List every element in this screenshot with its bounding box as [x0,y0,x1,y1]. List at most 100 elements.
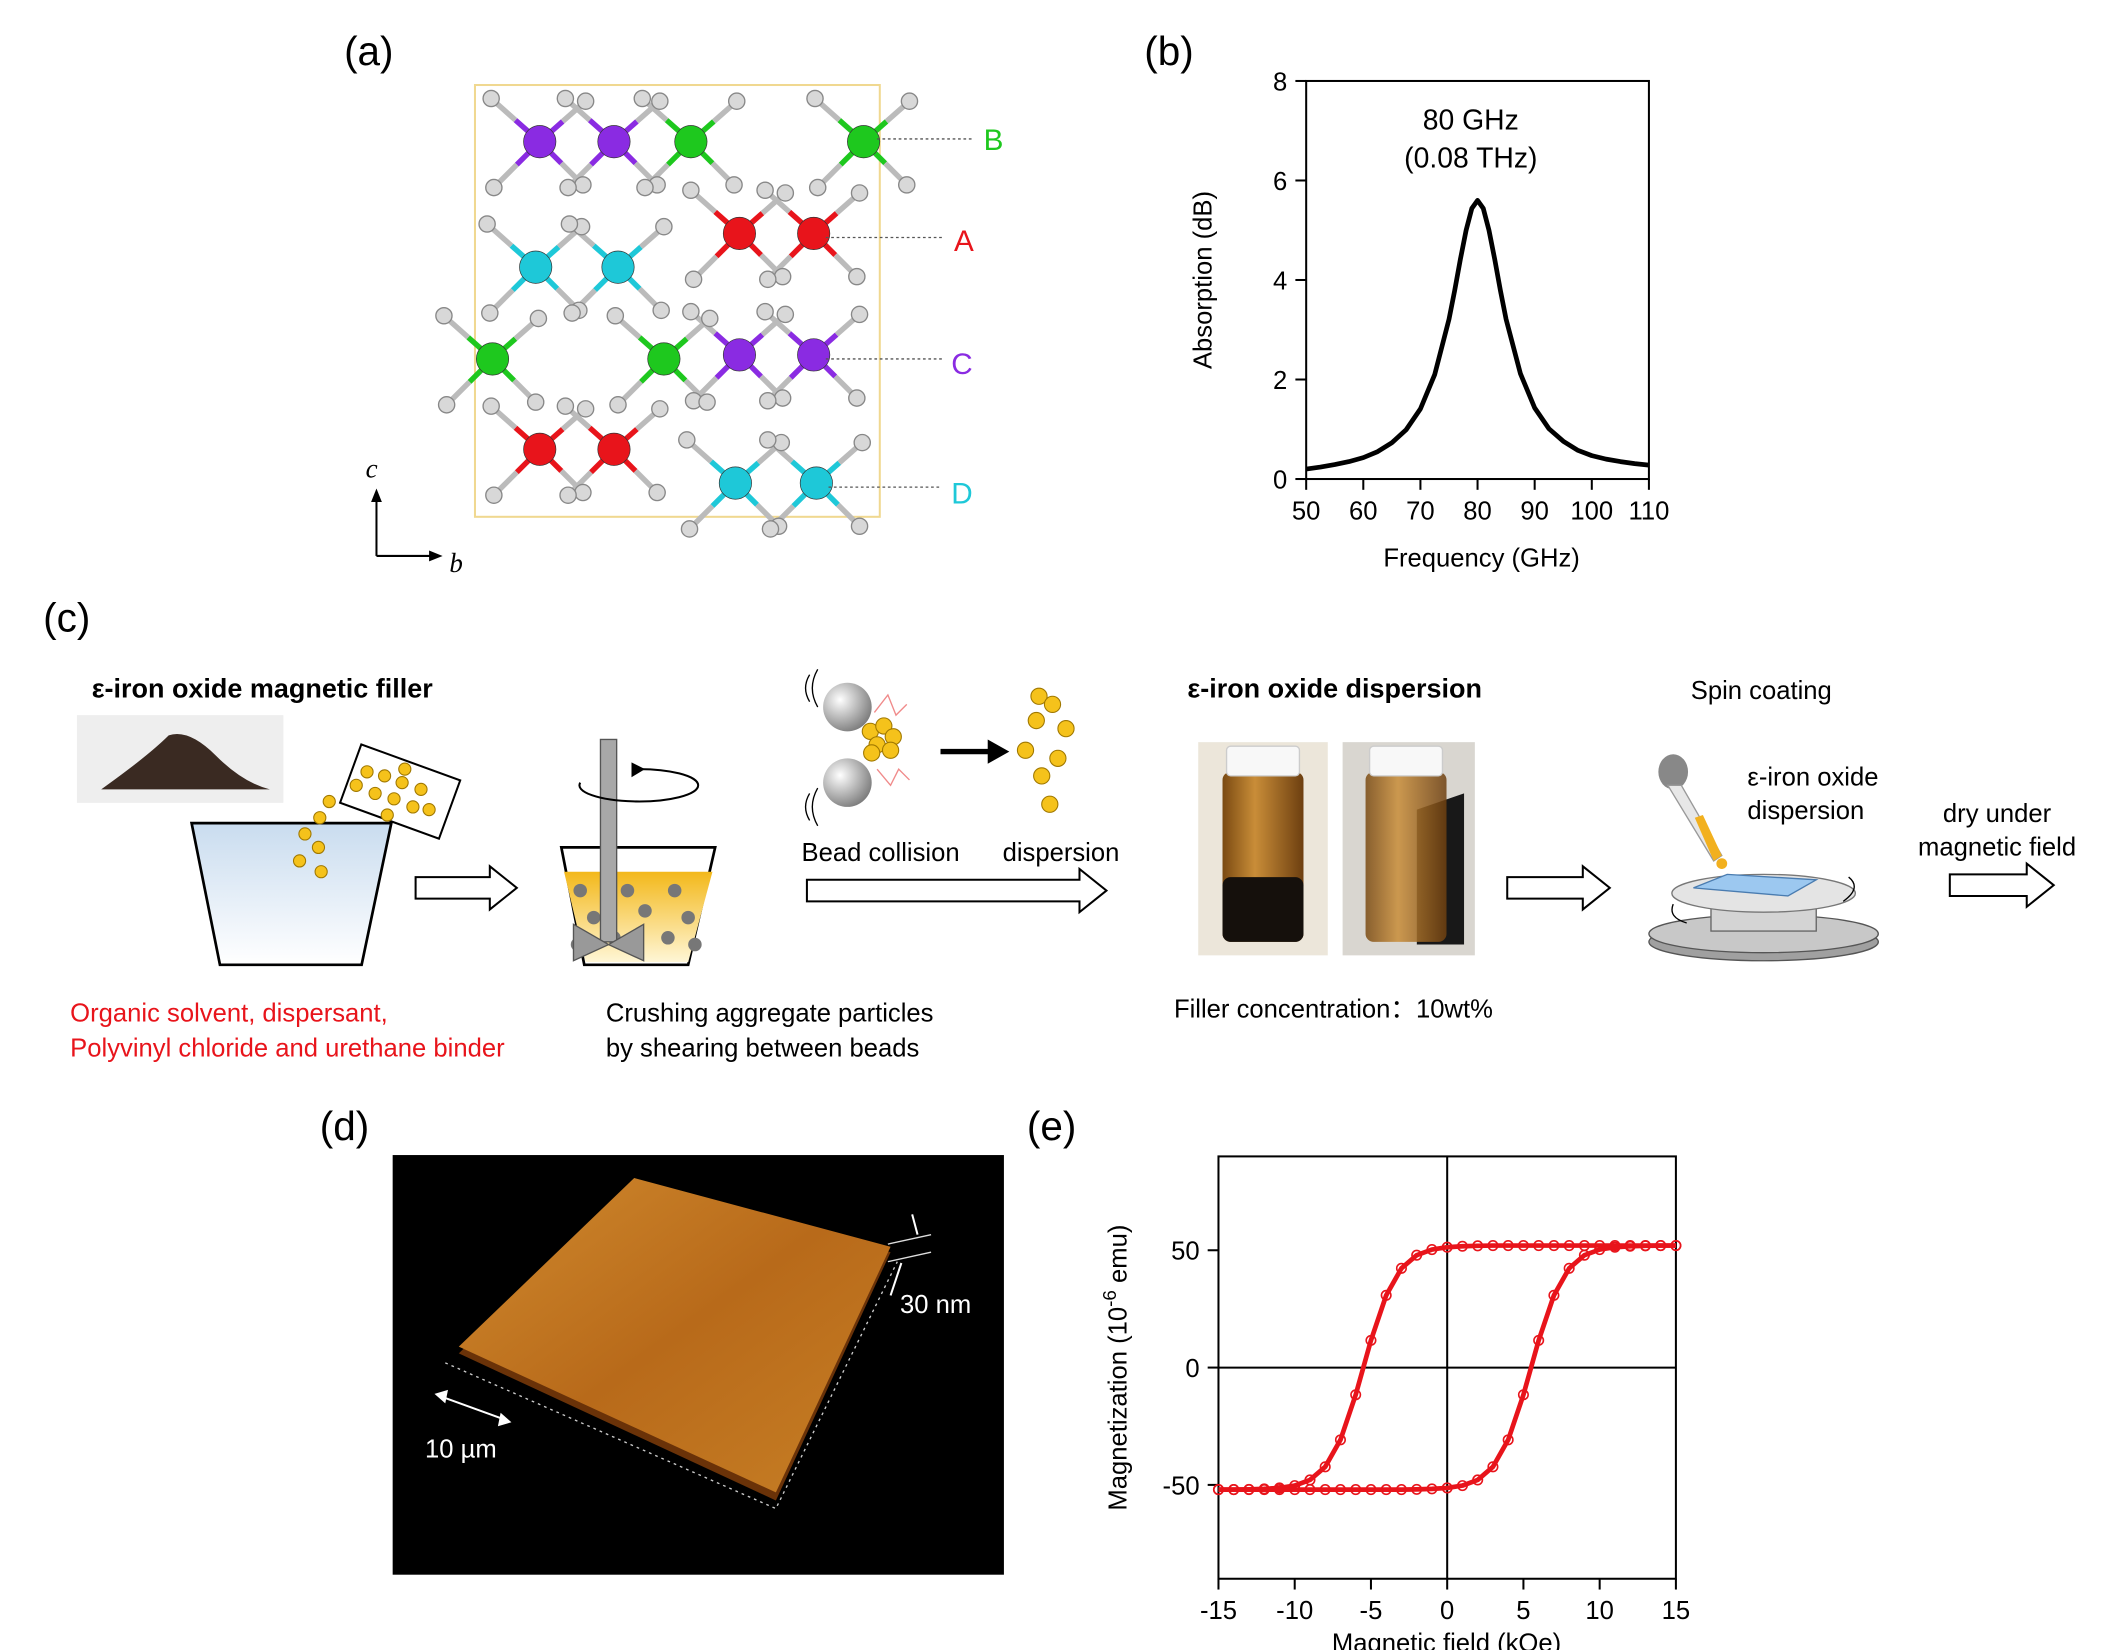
data-point [1365,1484,1377,1496]
data-point [1487,1461,1499,1473]
caption: Spin coating [1691,677,1832,705]
oxygen-atom [682,302,700,321]
data-line [1305,198,1650,472]
data-point [1426,1483,1438,1495]
data-point [1533,1334,1545,1346]
particle [1030,687,1048,705]
data-point [1411,1483,1423,1495]
section-title: ε-iron oxide magnetic filler [92,674,433,704]
data-point [1533,1240,1545,1252]
bead [620,883,635,898]
data-point [1350,1389,1362,1401]
y-tick-label: 2 [1273,367,1287,395]
data-point [1517,1389,1529,1401]
y-tick-label: 0 [1185,1355,1199,1383]
motion-lines [804,668,819,827]
bead [638,904,652,918]
x-tick-label: 15 [1662,1597,1691,1625]
bead [688,937,702,952]
oxygen-atom [478,215,496,233]
data-point [1487,1240,1499,1252]
arrow-head [631,762,645,778]
data-point [1502,1240,1514,1252]
panel-label: (e) [1027,1103,1076,1149]
oxygen-atom [756,181,774,200]
height-label: 30 nm [900,1291,971,1319]
data-point [1639,1240,1651,1252]
dispersion-liquid [1222,877,1304,942]
particle [1041,795,1059,813]
data-point [1395,1262,1407,1274]
oxygen-atom [806,89,824,108]
particle [863,744,881,762]
height-marker [887,1234,932,1245]
bead [681,910,695,925]
data-point [1380,1484,1392,1496]
oxygen-atom [563,304,581,322]
caption: ε-iron oxide [1747,763,1878,791]
caption: dry under [1943,800,2052,828]
arrow-head [497,1412,512,1427]
caption: dispersion [1747,797,1864,825]
oxygen-atom [556,397,575,415]
data-point [1258,1484,1270,1496]
iron-atom [722,338,756,372]
filler-particles [292,762,436,879]
crystal-structure [435,83,919,538]
data-point [1273,1484,1285,1496]
dispersed-particles [1016,687,1075,813]
site-label: B [984,124,1004,157]
x-tick-label: 60 [1349,498,1378,526]
data-point [1548,1240,1560,1252]
crystal-axes: c b [366,454,463,578]
particle [1027,711,1045,730]
data-point [1578,1249,1590,1261]
site-labels: B A C D [825,124,1004,510]
x-axis-label: Magnetic field (kOe) [1332,1630,1561,1650]
data-point [1456,1480,1468,1492]
axis-name: b [449,548,462,578]
oxygen-atom [574,483,592,502]
hollow-arrow [1506,864,1612,912]
y-axis-label: Absorption (dB) [1190,191,1218,369]
iron-atom [674,125,708,159]
powder-pile [101,734,270,790]
oxygen-atom [636,178,654,197]
oxygen-atom [850,517,869,536]
impact-lines [873,693,910,787]
caption: Polyvinyl chloride and urethane binder [70,1035,505,1063]
data-point [1472,1474,1484,1486]
data-line [1218,1243,1676,1492]
caption: by shearing between beads [606,1035,919,1063]
panel-label: (d) [320,1103,369,1149]
oxygen-atom [727,92,746,110]
data-point [1304,1484,1316,1496]
scale-label: 10 µm [425,1435,497,1463]
annotation: 80 GHz [1423,105,1519,137]
iron-atom [797,216,831,250]
oxygen-atom [560,215,579,233]
iron-atom [597,125,631,159]
particle [360,765,374,779]
x-tick-label: 70 [1406,498,1435,526]
data-point [1655,1240,1667,1252]
oxygen-atom [526,393,545,411]
substrate [1693,873,1819,897]
arrow-head [429,550,443,562]
vial-cap [1368,745,1444,777]
particle [1043,695,1062,714]
oxygen-atom [633,89,652,108]
oxygen-atom [651,400,669,418]
oxygen-atom [700,309,719,328]
panel-label: (c) [43,595,90,641]
oxygen-atom [574,176,592,194]
scale-arrow [440,1395,506,1421]
particle [377,769,392,783]
x-tick-label: 100 [1570,498,1613,526]
oxygen-atom [559,486,577,504]
process-arrows [414,861,2056,915]
data-point [1334,1434,1346,1446]
particle [1049,749,1067,767]
afm-surface [458,1177,891,1493]
